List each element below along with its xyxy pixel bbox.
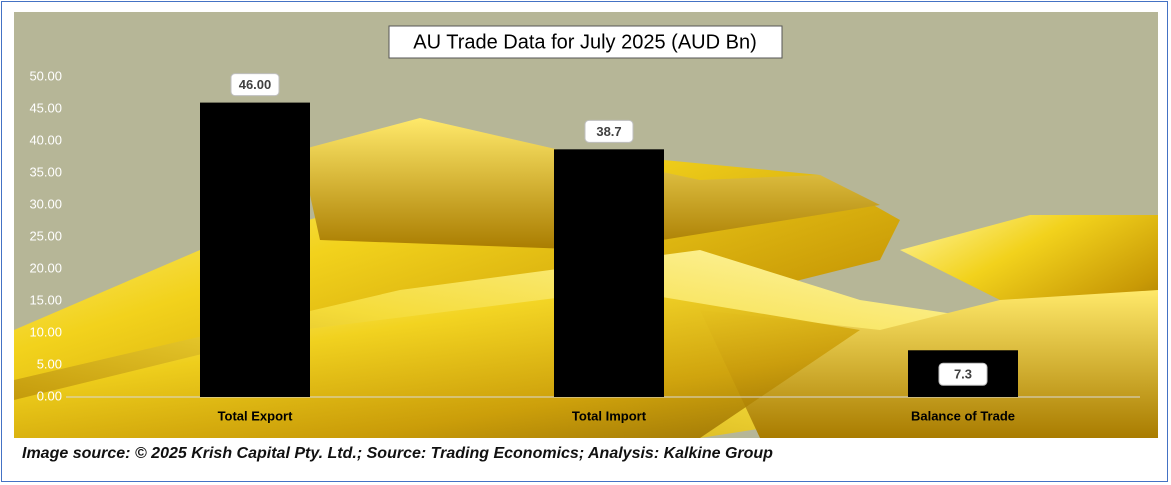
y-tick-label: 20.00 (29, 260, 62, 275)
x-tick-label: Total Import (572, 408, 647, 423)
y-tick-label: 45.00 (29, 100, 62, 115)
value-label-box (938, 362, 988, 386)
chart: AU Trade Data for July 2025 (AUD Bn) 0.0… (14, 12, 1158, 438)
y-tick-label: 35.00 (29, 164, 62, 179)
y-tick-label: 30.00 (29, 196, 62, 211)
value-label-group: 7.3 (938, 362, 988, 386)
y-tick-label: 25.00 (29, 228, 62, 243)
source-note: Image source: © 2025 Krish Capital Pty. … (22, 445, 773, 462)
y-tick-label: 0.00 (37, 388, 62, 403)
bar (554, 149, 664, 397)
chart-title: AU Trade Data for July 2025 (AUD Bn) (413, 31, 756, 53)
value-label: 7.3 (954, 367, 972, 382)
value-label-group: 38.7 (584, 119, 634, 143)
y-tick-label: 40.00 (29, 132, 62, 147)
value-label: 38.7 (596, 124, 621, 139)
x-tick-label: Total Export (218, 408, 294, 423)
bar (200, 102, 310, 397)
y-tick-label: 15.00 (29, 292, 62, 307)
value-label: 46.00 (239, 77, 272, 92)
y-tick-label: 10.00 (29, 324, 62, 339)
y-tick-label: 5.00 (37, 356, 62, 371)
y-tick-label: 50.00 (29, 68, 62, 83)
value-label-box (230, 73, 280, 97)
x-tick-label: Balance of Trade (911, 408, 1015, 423)
value-label-box (584, 119, 634, 143)
title-box (388, 25, 783, 59)
value-label-group: 46.00 (230, 73, 280, 97)
